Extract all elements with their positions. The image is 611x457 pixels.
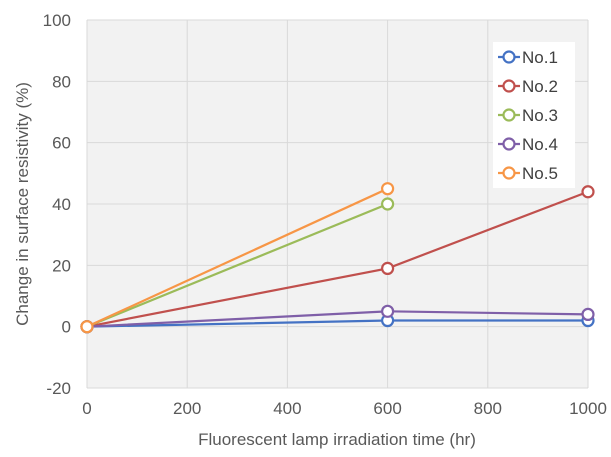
y-tick-label: 20	[52, 256, 71, 275]
x-tick-label: 800	[474, 399, 502, 418]
series-group	[80, 182, 595, 334]
x-tick-label: 0	[82, 399, 91, 418]
y-tick-label: 60	[52, 134, 71, 153]
y-tick-label: 40	[52, 195, 71, 214]
data-point-no-4	[381, 304, 395, 318]
y-tick-labels: -20 0 20 40 60 80 100	[43, 11, 71, 398]
y-tick-label: 0	[62, 318, 71, 337]
series-line-no-3	[86, 202, 389, 328]
data-point-no-2	[581, 185, 595, 199]
series-line-no-5	[86, 187, 389, 328]
legend-marker	[502, 166, 516, 180]
legend-label: No.1	[522, 48, 558, 67]
y-tick-label: -20	[46, 379, 71, 398]
data-point-no-4	[581, 307, 595, 321]
legend: No.1 No.2 No.3 No.4 No.5	[493, 42, 575, 188]
legend-label: No.5	[522, 164, 558, 183]
legend-label: No.2	[522, 77, 558, 96]
x-tick-label: 1000	[569, 399, 607, 418]
data-point-no-5	[80, 320, 94, 334]
legend-label: No.3	[522, 106, 558, 125]
data-point-no-3	[381, 197, 395, 211]
y-tick-label: 100	[43, 11, 71, 30]
y-axis-title: Change in surface resistivity (%)	[13, 82, 32, 326]
legend-marker	[502, 108, 516, 122]
y-tick-label: 80	[52, 72, 71, 91]
x-tick-label: 600	[373, 399, 401, 418]
legend-marker	[502, 50, 516, 64]
legend-label: No.4	[522, 135, 558, 154]
x-axis-title: Fluorescent lamp irradiation time (hr)	[198, 430, 476, 449]
x-tick-labels: 0 200 400 600 800 1000	[82, 399, 607, 418]
data-point-no-5	[381, 182, 395, 196]
x-tick-label: 400	[273, 399, 301, 418]
legend-marker	[502, 137, 516, 151]
x-tick-label: 200	[173, 399, 201, 418]
legend-marker	[502, 79, 516, 93]
data-point-no-2	[381, 261, 395, 275]
